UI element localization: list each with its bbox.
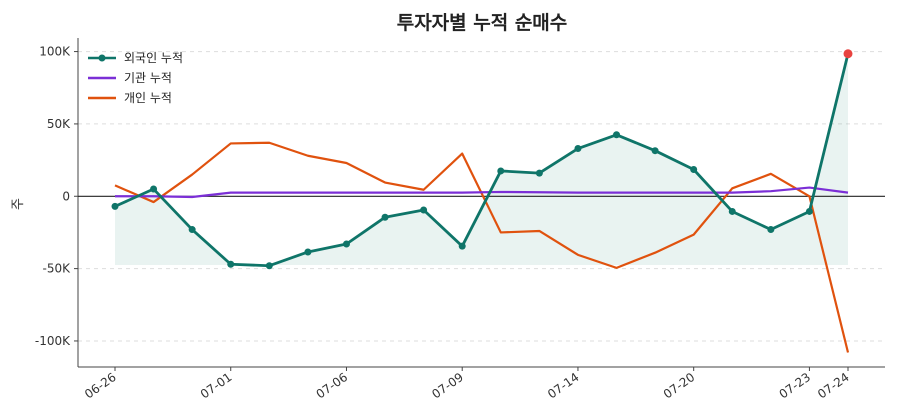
data-point bbox=[728, 207, 736, 215]
data-point bbox=[574, 145, 582, 153]
data-point bbox=[342, 240, 350, 248]
y-axis-label: 주 bbox=[11, 198, 26, 210]
legend-label: 개인 누적 bbox=[124, 91, 172, 105]
data-point bbox=[535, 169, 543, 177]
data-point bbox=[651, 147, 659, 155]
x-tick-label: 07-06 bbox=[314, 370, 351, 401]
legend-marker bbox=[98, 54, 106, 62]
series-lines bbox=[114, 53, 850, 353]
legend-label: 기관 누적 bbox=[124, 71, 172, 85]
y-tick-label: -50K bbox=[43, 262, 72, 276]
series-line-0 bbox=[114, 53, 850, 268]
data-point bbox=[690, 165, 698, 173]
data-point bbox=[805, 207, 813, 215]
data-point bbox=[150, 185, 158, 193]
data-point bbox=[227, 260, 235, 268]
data-point bbox=[613, 131, 621, 139]
y-tick-label: 100K bbox=[39, 45, 71, 59]
y-tick-label: -100K bbox=[35, 334, 71, 348]
x-tick-label: 07-01 bbox=[198, 370, 235, 401]
foreign-area bbox=[115, 53, 848, 266]
data-point bbox=[420, 206, 428, 214]
y-tick-labels: 100K 50K 0 -50K -100K bbox=[35, 45, 78, 348]
x-tick-label: 06-26 bbox=[82, 370, 119, 401]
data-point bbox=[265, 262, 273, 270]
axes bbox=[77, 38, 885, 368]
data-point bbox=[767, 226, 775, 234]
y-tick-label: 0 bbox=[62, 189, 70, 203]
chart-title: 투자자별 누적 순매수 bbox=[397, 12, 568, 34]
data-point bbox=[381, 213, 389, 221]
last-point-marker bbox=[843, 49, 853, 59]
foreign-fill-area bbox=[115, 53, 848, 266]
data-point bbox=[497, 167, 505, 175]
legend-label: 외국인 누적 bbox=[124, 51, 183, 65]
y-tick-label: 50K bbox=[47, 117, 71, 131]
x-tick-label: 07-09 bbox=[429, 370, 466, 401]
x-tick-label: 07-24 bbox=[815, 370, 852, 401]
series-line-1 bbox=[115, 186, 849, 199]
data-point bbox=[111, 202, 119, 210]
grid-lines bbox=[78, 51, 885, 342]
x-tick-label: 07-14 bbox=[545, 370, 582, 401]
data-point bbox=[304, 248, 312, 256]
x-tick-label: 07-20 bbox=[661, 370, 698, 401]
x-tick-label: 07-23 bbox=[777, 370, 814, 401]
data-point bbox=[188, 226, 196, 234]
series-markers bbox=[111, 49, 853, 270]
x-tick-labels: 06-26 07-01 07-06 07-09 07-14 07-20 07-23 07-24 bbox=[82, 367, 852, 401]
data-point bbox=[458, 242, 466, 250]
